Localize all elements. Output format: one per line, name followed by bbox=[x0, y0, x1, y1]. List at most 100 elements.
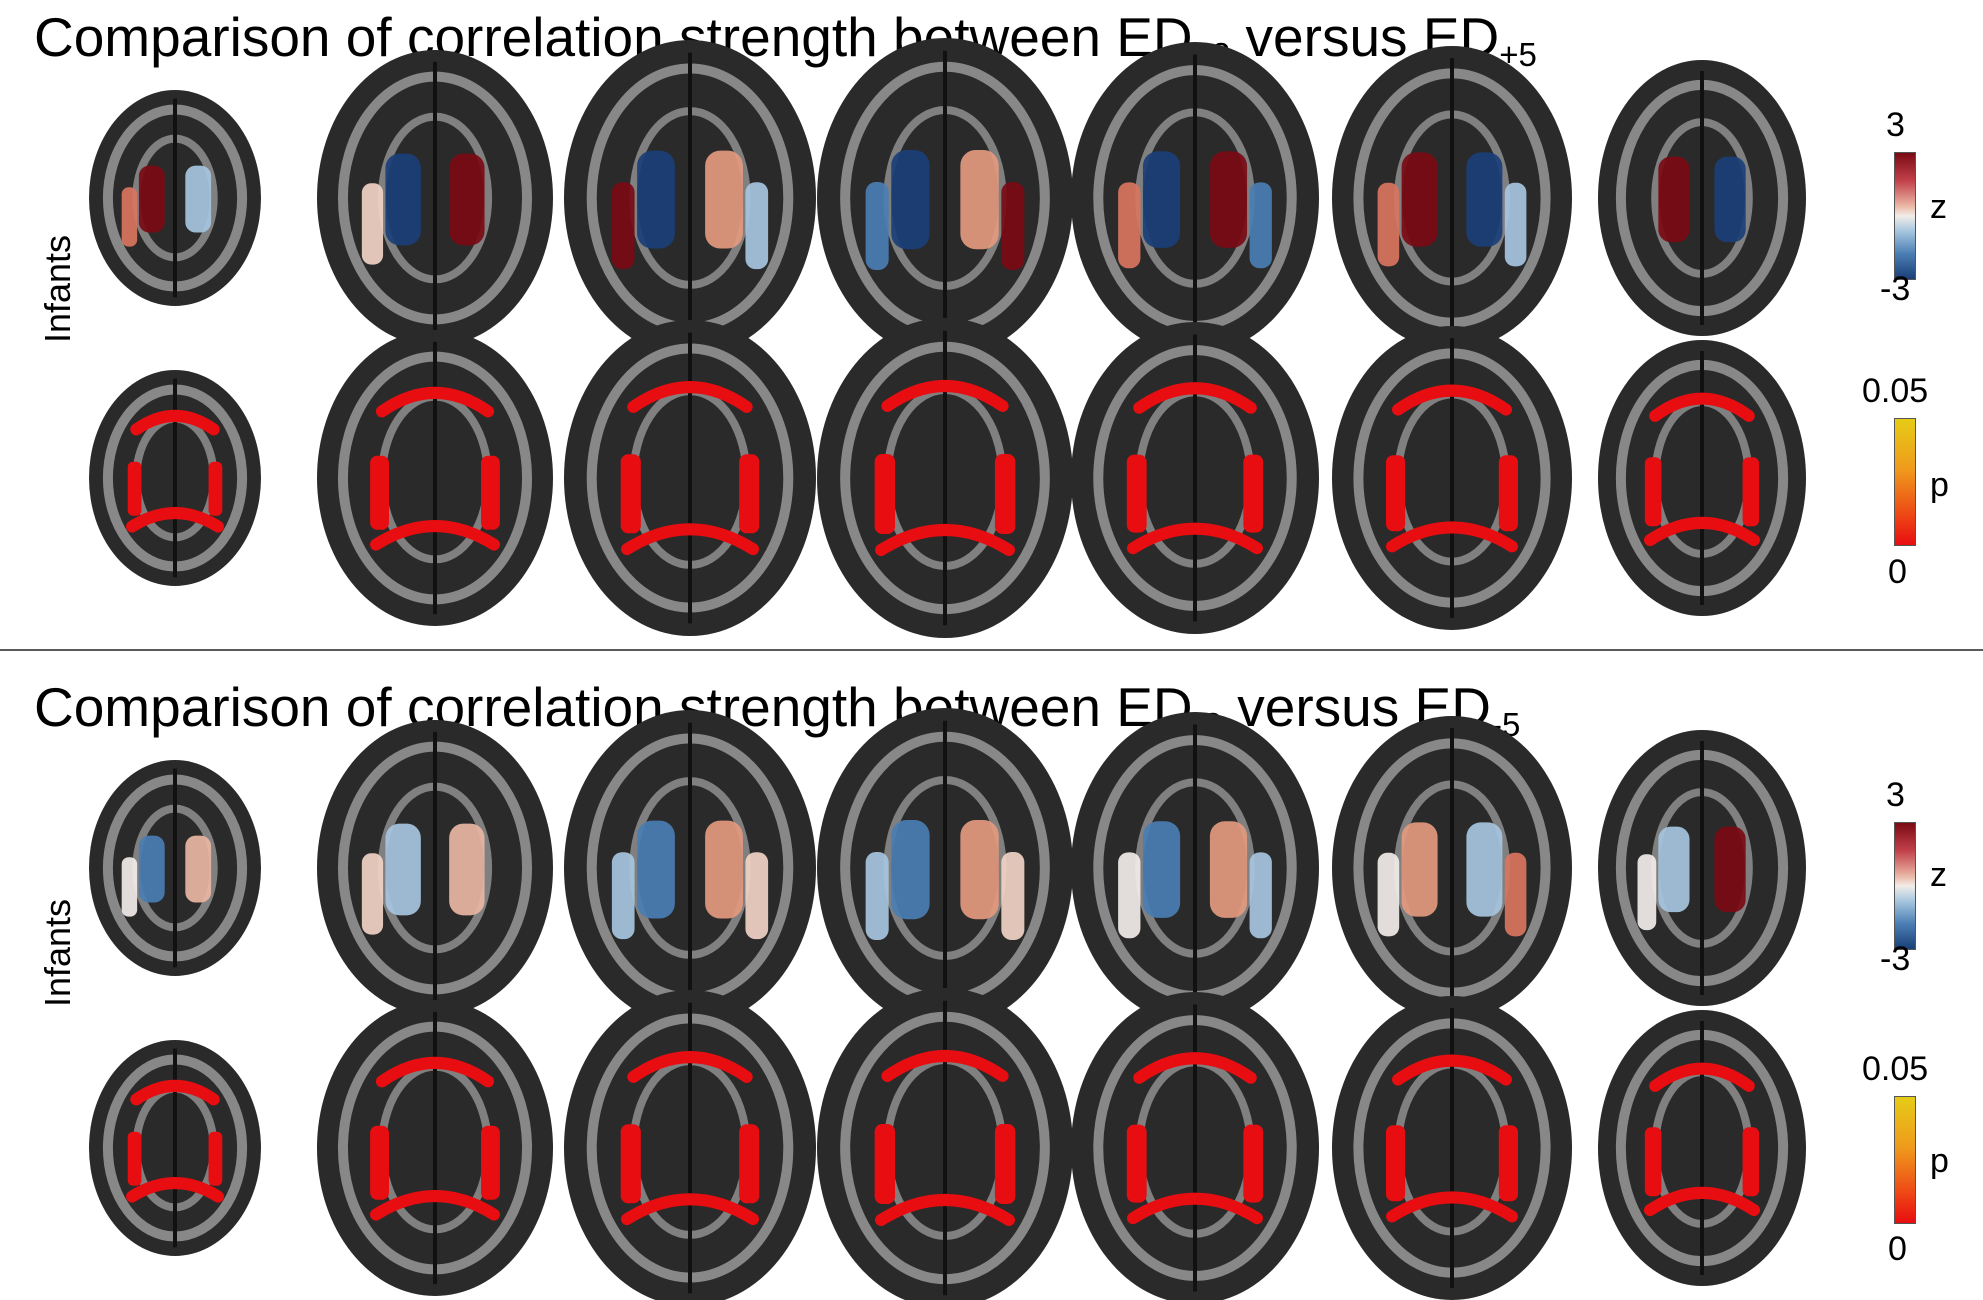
p-cluster bbox=[127, 1131, 142, 1186]
p-cluster bbox=[1386, 455, 1406, 532]
brain-slice bbox=[564, 320, 816, 636]
p-cluster bbox=[739, 1124, 760, 1204]
p-cluster bbox=[881, 1050, 1009, 1082]
p-cluster bbox=[1127, 1192, 1263, 1225]
brain-slice bbox=[1071, 992, 1319, 1300]
z-cluster bbox=[1658, 826, 1690, 913]
z-cluster bbox=[865, 852, 889, 940]
z-scale-min: -3 bbox=[1880, 940, 1911, 978]
p-cluster bbox=[1644, 516, 1760, 547]
p-scale-min: 0 bbox=[1888, 553, 1907, 591]
z-cluster bbox=[745, 182, 769, 270]
brain-slice bbox=[1598, 730, 1806, 1006]
p-cluster bbox=[875, 524, 1015, 556]
p-cluster bbox=[370, 455, 389, 530]
p-cluster bbox=[1243, 1124, 1264, 1203]
p-cluster bbox=[208, 461, 223, 516]
p-cluster bbox=[1392, 384, 1512, 416]
z-cluster bbox=[1118, 852, 1141, 939]
z-cluster bbox=[1714, 156, 1746, 243]
z-cluster bbox=[891, 820, 930, 920]
z-cluster bbox=[1401, 152, 1438, 247]
p-cluster bbox=[130, 1079, 220, 1106]
p-cluster bbox=[481, 455, 500, 530]
p-cluster bbox=[126, 1177, 224, 1203]
p-cluster bbox=[1498, 455, 1518, 532]
z-cluster bbox=[185, 835, 212, 903]
z-scale-max: 3 bbox=[1886, 776, 1905, 814]
z-cluster bbox=[960, 150, 999, 250]
z-scale-min: -3 bbox=[1880, 270, 1911, 308]
brain-slice bbox=[1332, 46, 1572, 350]
z-cluster bbox=[449, 823, 485, 916]
z-cluster bbox=[361, 183, 384, 265]
p-cluster bbox=[1644, 1186, 1760, 1217]
z-cluster bbox=[1377, 852, 1400, 937]
z-cluster bbox=[1142, 151, 1181, 248]
p-cluster bbox=[1498, 1125, 1518, 1202]
z-cluster bbox=[121, 857, 138, 917]
p-cluster bbox=[375, 386, 495, 418]
brain-slice bbox=[1598, 1010, 1806, 1286]
p-cluster bbox=[874, 1124, 896, 1204]
brain-slice bbox=[817, 708, 1073, 1028]
z-cluster bbox=[745, 852, 769, 940]
brain-slice bbox=[1332, 326, 1572, 630]
p-cluster bbox=[481, 1125, 500, 1200]
brain-slice bbox=[89, 1040, 261, 1256]
brain-slice bbox=[564, 990, 816, 1300]
p-cluster bbox=[1126, 454, 1147, 533]
z-cluster bbox=[1001, 182, 1025, 270]
p-cluster bbox=[1243, 454, 1264, 533]
p-cluster bbox=[875, 1194, 1015, 1226]
z-cluster bbox=[705, 150, 743, 249]
z-cluster bbox=[1142, 821, 1181, 918]
p-scale-min: 0 bbox=[1888, 1230, 1907, 1268]
p-cluster bbox=[126, 507, 224, 533]
brain-slice bbox=[817, 38, 1073, 358]
z-cluster bbox=[1209, 151, 1248, 248]
z-cluster bbox=[1118, 182, 1141, 269]
p-cluster bbox=[1649, 392, 1755, 422]
p-cluster bbox=[994, 1124, 1016, 1204]
p-cluster bbox=[375, 1056, 495, 1088]
panel-1-title: Comparison of correlation strength betwe… bbox=[34, 10, 1537, 72]
z-cluster bbox=[138, 165, 165, 233]
p-colorbar bbox=[1894, 418, 1916, 546]
z-cluster bbox=[891, 150, 930, 250]
z-cluster bbox=[1001, 852, 1025, 940]
brain-slice bbox=[564, 710, 816, 1026]
z-cluster bbox=[637, 150, 675, 249]
brain-slice bbox=[1598, 340, 1806, 616]
brain-slice bbox=[1071, 42, 1319, 354]
z-cluster bbox=[705, 820, 743, 919]
z-cluster bbox=[637, 820, 675, 919]
brain-slice bbox=[1598, 60, 1806, 336]
z-cluster bbox=[1637, 854, 1657, 931]
brain-slice bbox=[564, 40, 816, 356]
p-cluster bbox=[627, 1051, 753, 1083]
z-cluster bbox=[449, 153, 485, 246]
brain-slice bbox=[317, 50, 553, 346]
brain-slice bbox=[317, 1000, 553, 1296]
p-cluster bbox=[620, 454, 641, 534]
z-cluster bbox=[361, 853, 384, 935]
p-cluster bbox=[1127, 522, 1263, 555]
z-cluster bbox=[865, 182, 889, 270]
p-cluster bbox=[130, 409, 220, 436]
p-cluster bbox=[1742, 457, 1760, 527]
p-cluster bbox=[370, 1125, 389, 1200]
p-cluster bbox=[370, 520, 500, 551]
p-cluster bbox=[1742, 1127, 1760, 1197]
z-cluster bbox=[1466, 152, 1503, 247]
p-cluster bbox=[1392, 1054, 1512, 1086]
brain-slice bbox=[1071, 322, 1319, 634]
brain-slice bbox=[817, 318, 1073, 638]
p-cluster bbox=[620, 1124, 641, 1204]
p-scale-label: p bbox=[1930, 466, 1949, 504]
p-cluster bbox=[739, 454, 760, 534]
z-cluster bbox=[1209, 821, 1248, 918]
z-scale-max: 3 bbox=[1886, 106, 1905, 144]
z-scale-label: z bbox=[1930, 856, 1947, 894]
